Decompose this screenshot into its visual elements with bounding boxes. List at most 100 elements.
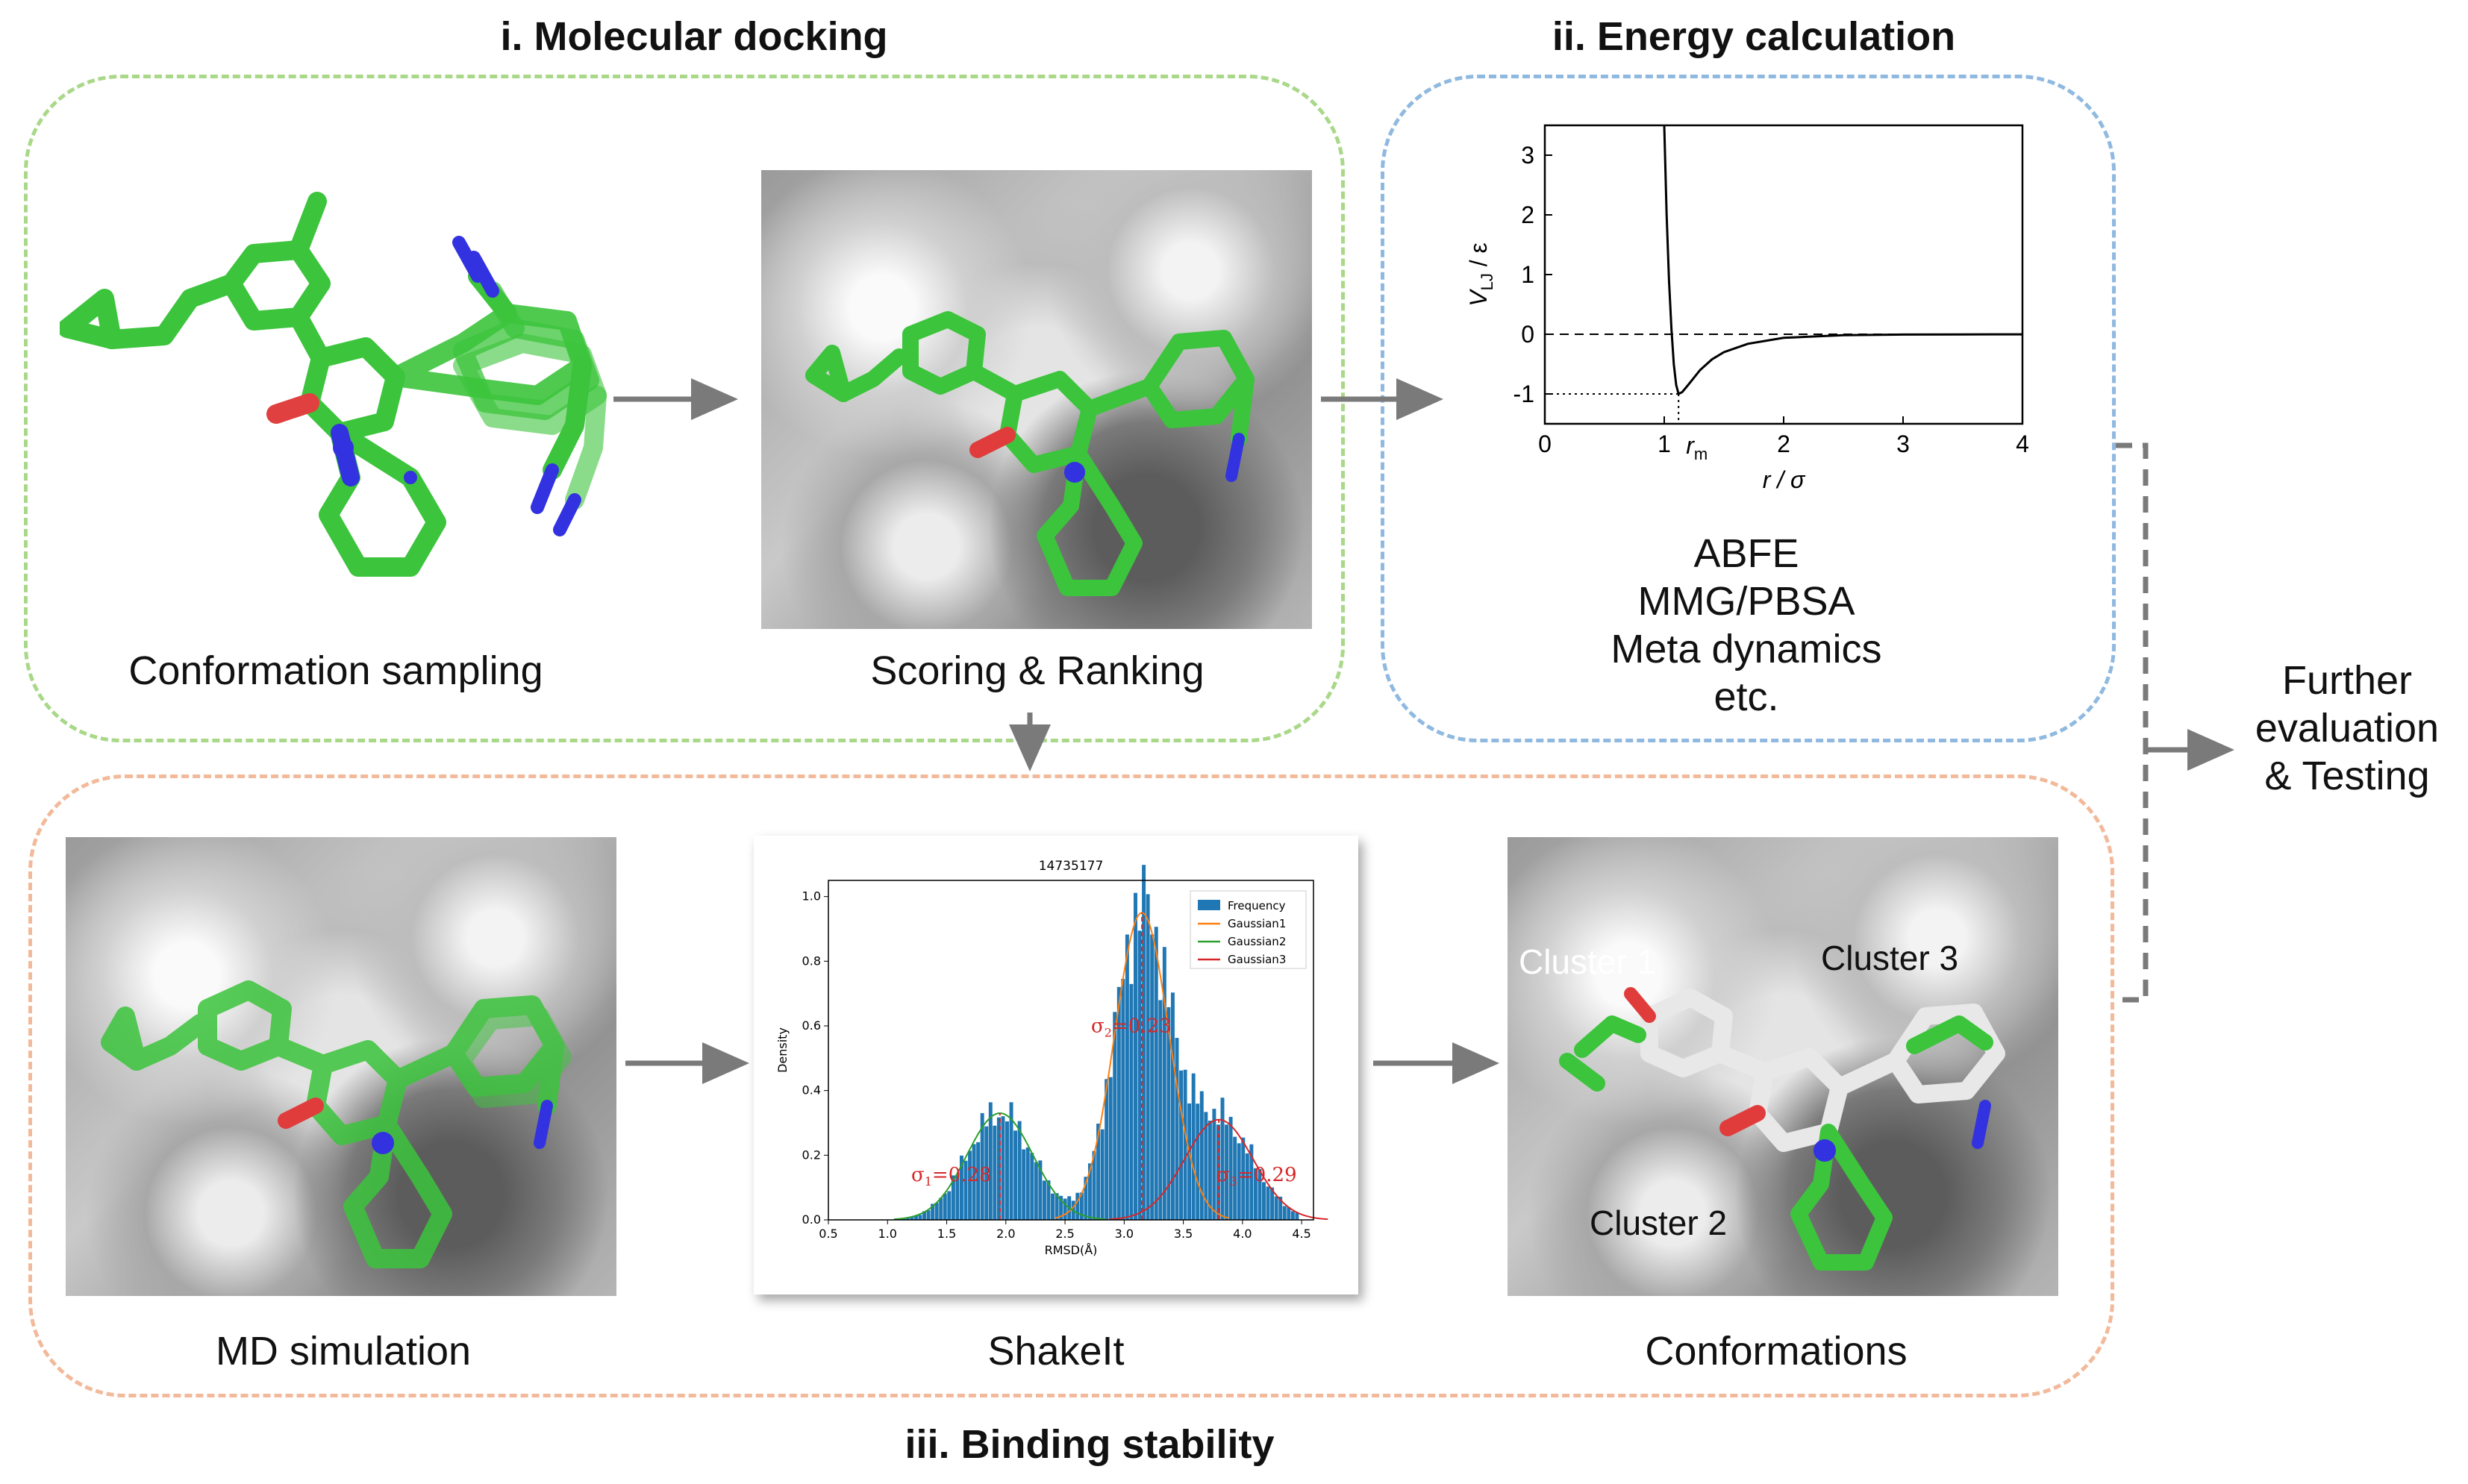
hist-bar xyxy=(963,1160,968,1220)
nitrogen-atom-icon xyxy=(333,437,354,458)
cluster-1-label: Cluster 1 xyxy=(1519,942,1657,981)
further-line-2: evaluation xyxy=(2255,706,2440,751)
cluster-2-label: Cluster 2 xyxy=(1590,1203,1728,1242)
lj-ytick-label: 3 xyxy=(1521,142,1534,169)
hist-bar xyxy=(1137,930,1142,1220)
hist-xtick-label: 1.0 xyxy=(878,1227,897,1241)
lj-ylabel: VLJ / ε xyxy=(1465,242,1496,307)
hist-bar xyxy=(996,1117,1001,1220)
stability-section-title: iii. Binding stability xyxy=(905,1422,1275,1467)
hist-bar xyxy=(1038,1160,1043,1220)
bracket-energy-stability xyxy=(2116,442,2149,1003)
hist-bar xyxy=(1191,1073,1196,1220)
hist-bar xyxy=(1154,927,1158,1220)
hist-bar xyxy=(1134,892,1137,1220)
hist-bar xyxy=(1142,865,1146,1220)
hist-bar xyxy=(1220,1098,1225,1220)
hist-bar xyxy=(1009,1102,1013,1220)
lj-xtick-label: 4 xyxy=(2016,431,2029,457)
stability-panel xyxy=(28,774,2114,1397)
hist-bar xyxy=(1116,986,1121,1220)
hist-bar xyxy=(947,1191,952,1220)
hist-xtick-label: 3.5 xyxy=(1174,1227,1193,1241)
hist-bar xyxy=(1051,1193,1055,1220)
hist-bar xyxy=(1146,894,1150,1220)
hist-bar xyxy=(1179,1070,1184,1220)
hist-ytick-label: 1.0 xyxy=(802,889,821,904)
hist-bar xyxy=(1001,1116,1005,1220)
hist-xtick-label: 2.5 xyxy=(1055,1227,1074,1241)
lj-xtick-label: 0 xyxy=(1538,431,1552,457)
energy-methods-list: ABFE MMG/PBSA Meta dynamics etc. xyxy=(1552,530,1940,721)
further-line-3: & Testing xyxy=(2264,754,2430,798)
hist-bar xyxy=(968,1150,972,1220)
hist-bar xyxy=(1129,983,1134,1220)
scoring-ranking-image xyxy=(761,170,1312,629)
hist-bar xyxy=(984,1126,989,1220)
hist-bar xyxy=(1113,1012,1117,1220)
hist-bar xyxy=(1042,1180,1046,1220)
lj-ytick-label: 2 xyxy=(1521,201,1534,228)
hist-ytick-label: 0.2 xyxy=(802,1148,821,1162)
hist-ytick-label: 0.8 xyxy=(802,954,821,968)
hist-bar xyxy=(1270,1187,1275,1220)
hist-xtick-label: 2.0 xyxy=(996,1227,1015,1241)
hist-bar xyxy=(1233,1136,1237,1220)
hist-bar xyxy=(1150,934,1155,1220)
hist-xtick-label: 0.5 xyxy=(819,1227,837,1241)
hist-bar xyxy=(993,1125,997,1220)
hist-bar xyxy=(1262,1182,1266,1220)
hist-bar xyxy=(976,1142,981,1220)
ligand-overlay-icon xyxy=(60,192,607,577)
lj-xtick-label: 2 xyxy=(1777,431,1790,457)
energy-method-etc: etc. xyxy=(1713,674,1779,719)
hist-xtick-label: 3.0 xyxy=(1115,1227,1134,1241)
further-line-1: Further xyxy=(2281,658,2413,703)
shakeit-histogram-card: 14735177 0.5 1.0 1.5 2.0 2.5 3.0 3.5 4.0 4.5 0.0 0.… xyxy=(754,836,1358,1294)
hist-bar xyxy=(1084,1177,1088,1220)
hist-bar xyxy=(1059,1195,1063,1220)
hist-bar xyxy=(1087,1163,1092,1220)
hist-bar xyxy=(910,1216,914,1220)
hist-bar xyxy=(1092,1150,1096,1220)
hist-bar xyxy=(1125,934,1129,1220)
hist-title: 14735177 xyxy=(1039,859,1104,874)
hist-bar xyxy=(972,1144,976,1220)
conformations-caption: Conformations xyxy=(1645,1329,1908,1374)
hist-xtick-label: 4.0 xyxy=(1233,1227,1252,1241)
hist-xtick-label: 4.5 xyxy=(1292,1227,1310,1241)
hist-bar xyxy=(955,1175,960,1220)
hist-bar xyxy=(1005,1121,1009,1220)
legend-label-frequency: Frequency xyxy=(1228,899,1286,912)
sigma-annotation-2: σ2=0.23 xyxy=(1091,1015,1172,1040)
hist-bar xyxy=(1025,1147,1030,1220)
hist-bar xyxy=(1030,1153,1034,1220)
hist-bar xyxy=(1245,1153,1249,1220)
hist-bar xyxy=(934,1203,939,1220)
md-simulation-image xyxy=(66,837,616,1296)
hist-bar xyxy=(918,1215,922,1220)
legend-label-gaussian1: Gaussian1 xyxy=(1228,917,1286,930)
hist-bar xyxy=(1274,1196,1278,1220)
lj-potential-chart: 0 1 2 3 4 -1 0 1 2 3 rm r / σ VLJ / ε xyxy=(1448,112,2045,500)
hist-bar xyxy=(1017,1121,1022,1220)
hist-bar xyxy=(1105,1079,1109,1220)
hist-bar xyxy=(1212,1109,1216,1220)
energy-panel xyxy=(1381,75,2116,742)
hist-bar xyxy=(1013,1130,1018,1220)
hist-bar xyxy=(1075,1192,1080,1220)
sigma-annotation-1: σ1=0.28 xyxy=(911,1164,992,1189)
hist-bar xyxy=(1278,1196,1283,1220)
hist-bar xyxy=(980,1112,984,1220)
hist-bar xyxy=(1121,978,1125,1220)
legend-swatch-frequency xyxy=(1198,900,1220,910)
hist-bar xyxy=(988,1102,993,1220)
energy-method-abfe: ABFE xyxy=(1693,531,1799,576)
lj-rm-label: rm xyxy=(1686,432,1708,463)
sigma-annotation-3: σ3=0.29 xyxy=(1216,1164,1297,1189)
md-ligand-overlay-icon xyxy=(101,980,572,1268)
docking-section-title: i. Molecular docking xyxy=(500,14,888,59)
hist-ytick-label: 0.0 xyxy=(802,1212,821,1227)
hist-bar xyxy=(926,1210,931,1220)
lj-ytick-label: 1 xyxy=(1521,261,1534,288)
